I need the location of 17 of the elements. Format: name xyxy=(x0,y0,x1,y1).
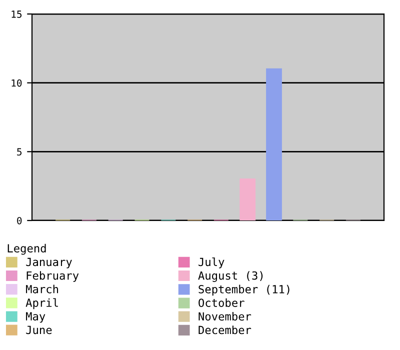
legend-label: February xyxy=(26,271,79,282)
y-tick-label: 15 xyxy=(12,10,22,18)
legend-label: December xyxy=(198,326,252,334)
y-tick-label: 0 xyxy=(17,217,22,224)
y-tick-label: 5 xyxy=(17,148,22,156)
legend-label: July xyxy=(198,257,224,268)
y-tick-label: 10 xyxy=(12,79,22,87)
legend-label: March xyxy=(26,284,58,294)
legend-title: Legend xyxy=(8,244,46,255)
legend-label: January xyxy=(26,258,72,268)
legend-label: April xyxy=(26,298,58,310)
legend-label: October xyxy=(198,298,244,307)
legend-label: May xyxy=(26,312,46,323)
legend-label: August (3) xyxy=(198,271,263,282)
legend-label: November xyxy=(198,312,252,321)
legend-label: September (11) xyxy=(198,284,290,296)
legend-label: June xyxy=(26,326,52,334)
